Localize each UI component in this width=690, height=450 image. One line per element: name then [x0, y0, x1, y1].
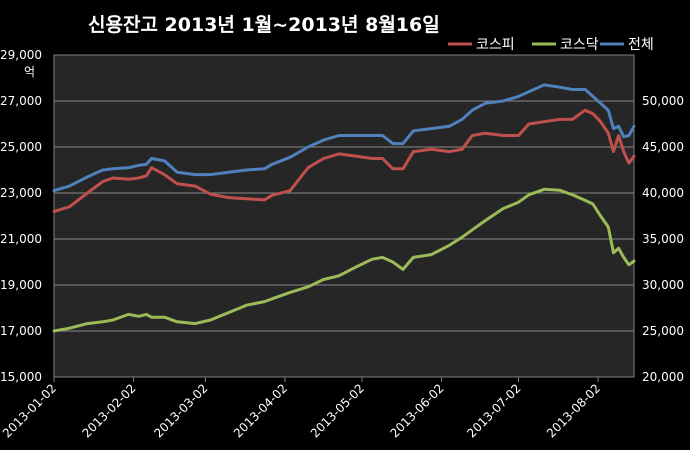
y-left-tick-label: 21,000 [0, 232, 42, 246]
legend: 코스피 코스닥 전체 [448, 37, 654, 53]
y-left-tick-label: 29,000 [0, 48, 42, 62]
y-right-tick-label: 30,000 [642, 278, 684, 292]
chart-title: 신용잔고 2013년 1월~2013년 8월16일 [88, 14, 440, 36]
y-axis-right: 20,000 25,000 30,000 35,000 40,000 45,000 50,0… [642, 94, 684, 384]
y-right-tick-label: 45,000 [642, 140, 684, 154]
y-right-tick-label: 35,000 [642, 232, 684, 246]
legend-label: 코스피 [476, 37, 515, 53]
y-left-tick-label: 25,000 [0, 140, 42, 154]
y-right-tick-label: 25,000 [642, 324, 684, 338]
y-left-tick-label: 17,000 [0, 324, 42, 338]
y-right-tick-label: 20,000 [642, 370, 684, 384]
y-right-tick-label: 50,000 [642, 94, 684, 108]
y-left-tick-label: 23,000 [0, 186, 42, 200]
plot-area [53, 54, 635, 378]
series-lines [52, 83, 636, 333]
gridlines [54, 100, 634, 332]
series-line [52, 83, 636, 193]
legend-label: 전체 [628, 37, 654, 53]
legend-label: 코스닥 [560, 37, 599, 53]
left-axis-unit: 억 [24, 65, 35, 79]
y-left-tick-label: 27,000 [0, 94, 42, 108]
y-right-tick-label: 40,000 [642, 186, 684, 200]
y-left-tick-label: 15,000 [0, 370, 42, 384]
y-axis-left: 15,000 17,000 19,000 21,000 23,000 25,000 27,0… [0, 48, 42, 384]
y-left-tick-label: 19,000 [0, 278, 42, 292]
series-line [52, 187, 636, 333]
series-line [52, 108, 636, 213]
